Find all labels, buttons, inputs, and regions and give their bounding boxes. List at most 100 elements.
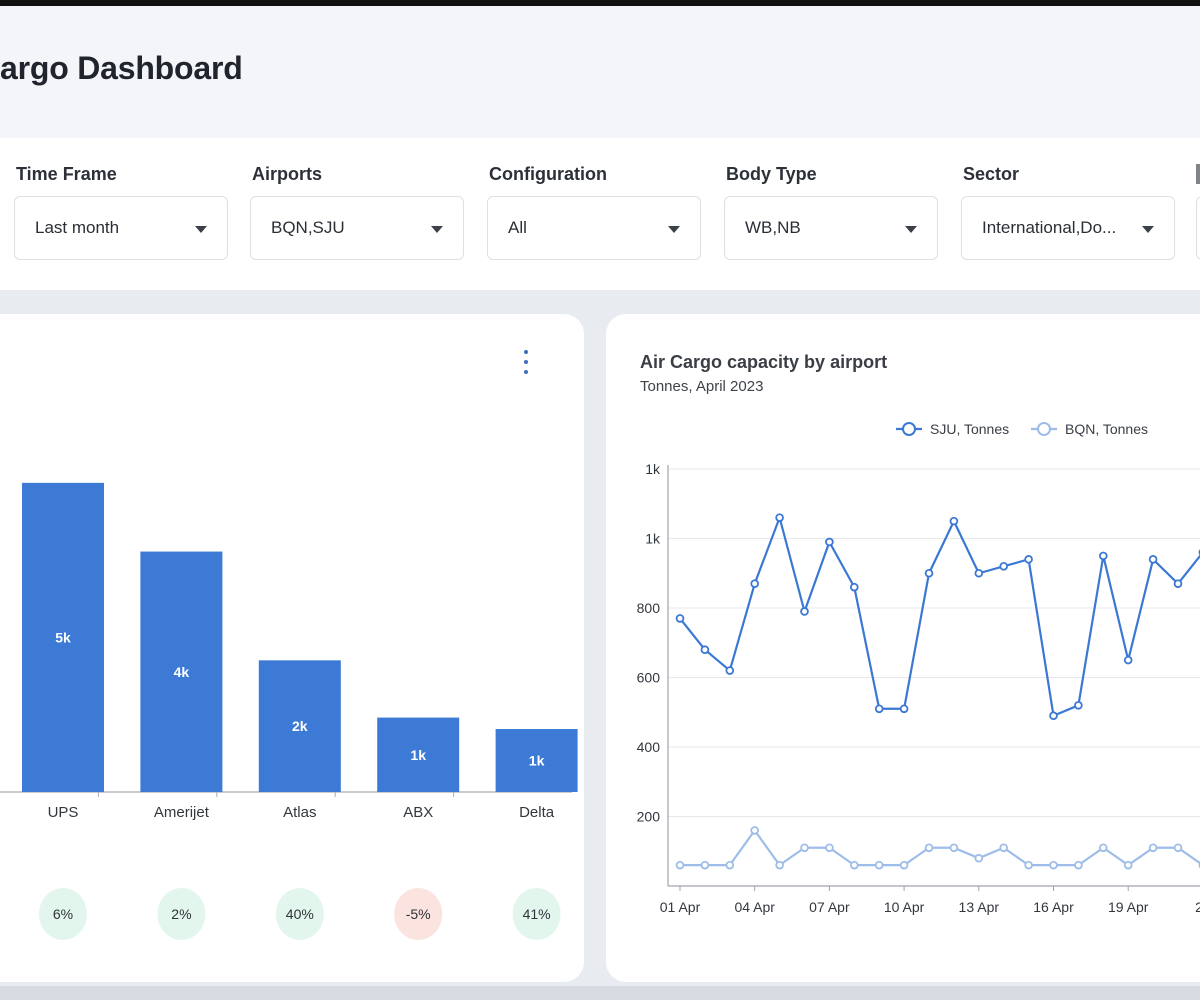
data-point [999,843,1009,853]
more-vertical-icon[interactable] [520,348,532,376]
data-point [700,860,710,870]
data-point [874,704,884,714]
x-tick-label: Delta [519,804,555,821]
data-point [775,860,784,870]
data-point [999,562,1009,571]
window-top-border [0,0,1200,6]
data-point [850,860,859,870]
x-tick-label: 16 Apr [1033,899,1074,915]
chevron-down-icon [905,226,917,233]
data-point [949,516,959,526]
filter-value: All [508,218,527,237]
x-tick-label: Amerijet [154,804,210,821]
data-point [1098,551,1108,561]
change-badge [275,888,324,940]
bar [140,551,223,792]
legend-marker [902,422,916,436]
data-point [800,607,809,616]
chart-title: Air Cargo capacity by airport [640,352,888,372]
data-point [1074,860,1083,870]
bar [258,660,341,792]
chevron-down-icon [431,226,443,233]
chevron-down-icon [1142,226,1154,233]
data-point [700,645,710,655]
x-tick-label: 13 Apr [959,899,1000,915]
data-point [675,860,685,870]
data-point [1173,843,1183,853]
data-point [1049,711,1058,721]
data-point [1098,843,1108,853]
filter-bar: Time Frame Last month Airports BQN,SJU C… [0,138,1200,290]
series-line [680,829,1200,867]
bar-data-label: 5k [55,629,71,645]
configuration-dropdown[interactable]: All [487,196,701,260]
bar [495,729,578,792]
airports-dropdown[interactable]: BQN,SJU [250,196,464,260]
page-bottom [0,986,1200,1000]
line-chart: 200 400 600 800 1k 1k 01 Apr 04 Apr 07 Apr 10 Apr… [637,421,1200,915]
x-tick-label: 10 Apr [884,899,925,915]
data-point [1123,860,1133,870]
bar-chart: 5k UPS 6% 4k Amerijet 2% 2k Atlas 40% 1k ABX -5% 1k D… [0,482,578,940]
data-point [924,568,934,578]
data-point [750,826,760,835]
x-tick-label: 01 Apr [660,899,701,915]
sector-dropdown[interactable]: International,Do... [961,196,1175,260]
bar [22,482,104,792]
change-badge [157,888,206,940]
filter-body-type: Body Type WB,NB [724,138,942,290]
body-type-dropdown[interactable]: WB,NB [724,196,938,260]
time-frame-dropdown[interactable]: Last month [14,196,228,260]
x-tick-label: Atlas [283,804,316,821]
data-point [899,860,909,870]
data-point [1148,555,1158,564]
data-point [825,537,834,547]
y-tick-label: 600 [637,670,661,686]
data-point [775,513,784,522]
bar-data-label: 1k [529,753,545,769]
filter-value: International,Do... [982,218,1117,237]
bar-data-label: 2k [292,718,308,734]
x-tick-label: 22 [1195,899,1200,915]
y-tick-label: 1k [645,461,661,477]
x-tick-label: ABX [403,804,433,821]
carrier-bar-chart-card: 5k UPS 6% 4k Amerijet 2% 2k Atlas 40% 1k ABX -5% 1k D… [0,314,584,982]
change-badge-label: 40% [286,906,314,922]
change-badge-label: -5% [406,906,431,922]
x-tick-label: 19 Apr [1108,899,1149,915]
data-point [899,704,909,714]
filter-dropdown-partial[interactable] [1196,196,1200,260]
data-point [974,568,984,578]
data-point [825,843,834,853]
data-point [1074,700,1083,710]
change-badge-label: 6% [53,906,73,922]
data-point [800,843,809,853]
data-point [725,860,735,870]
page-header: argo Dashboard [0,6,1200,138]
bar-data-label: 1k [410,747,426,763]
change-badge [512,888,561,940]
data-point [974,853,984,863]
filter-sector: Sector International,Do... [961,138,1179,290]
bar [377,717,460,792]
chevron-down-icon [195,226,207,233]
y-tick-label: 400 [637,739,661,755]
legend-label: BQN, Tonnes [1065,421,1148,437]
filter-airports: Airports BQN,SJU [250,138,468,290]
x-tick-label: UPS [48,804,79,821]
data-point [1024,860,1033,870]
y-tick-label: 1k [645,531,661,547]
chevron-down-icon [668,226,680,233]
filter-value: BQN,SJU [271,218,345,237]
filter-value: Last month [35,218,120,237]
change-badge-label: 2% [171,906,191,922]
change-badge [39,888,87,940]
y-tick-label: 800 [637,600,661,616]
filter-time-frame: Time Frame Last month [14,138,232,290]
filter-configuration: Configuration All [487,138,705,290]
legend-label: SJU, Tonnes [930,421,1009,437]
filter-label: Airports [252,164,323,184]
filter-label: Sector [963,164,1020,184]
filter-label: Time Frame [16,164,117,184]
y-tick-label: 200 [637,809,661,825]
